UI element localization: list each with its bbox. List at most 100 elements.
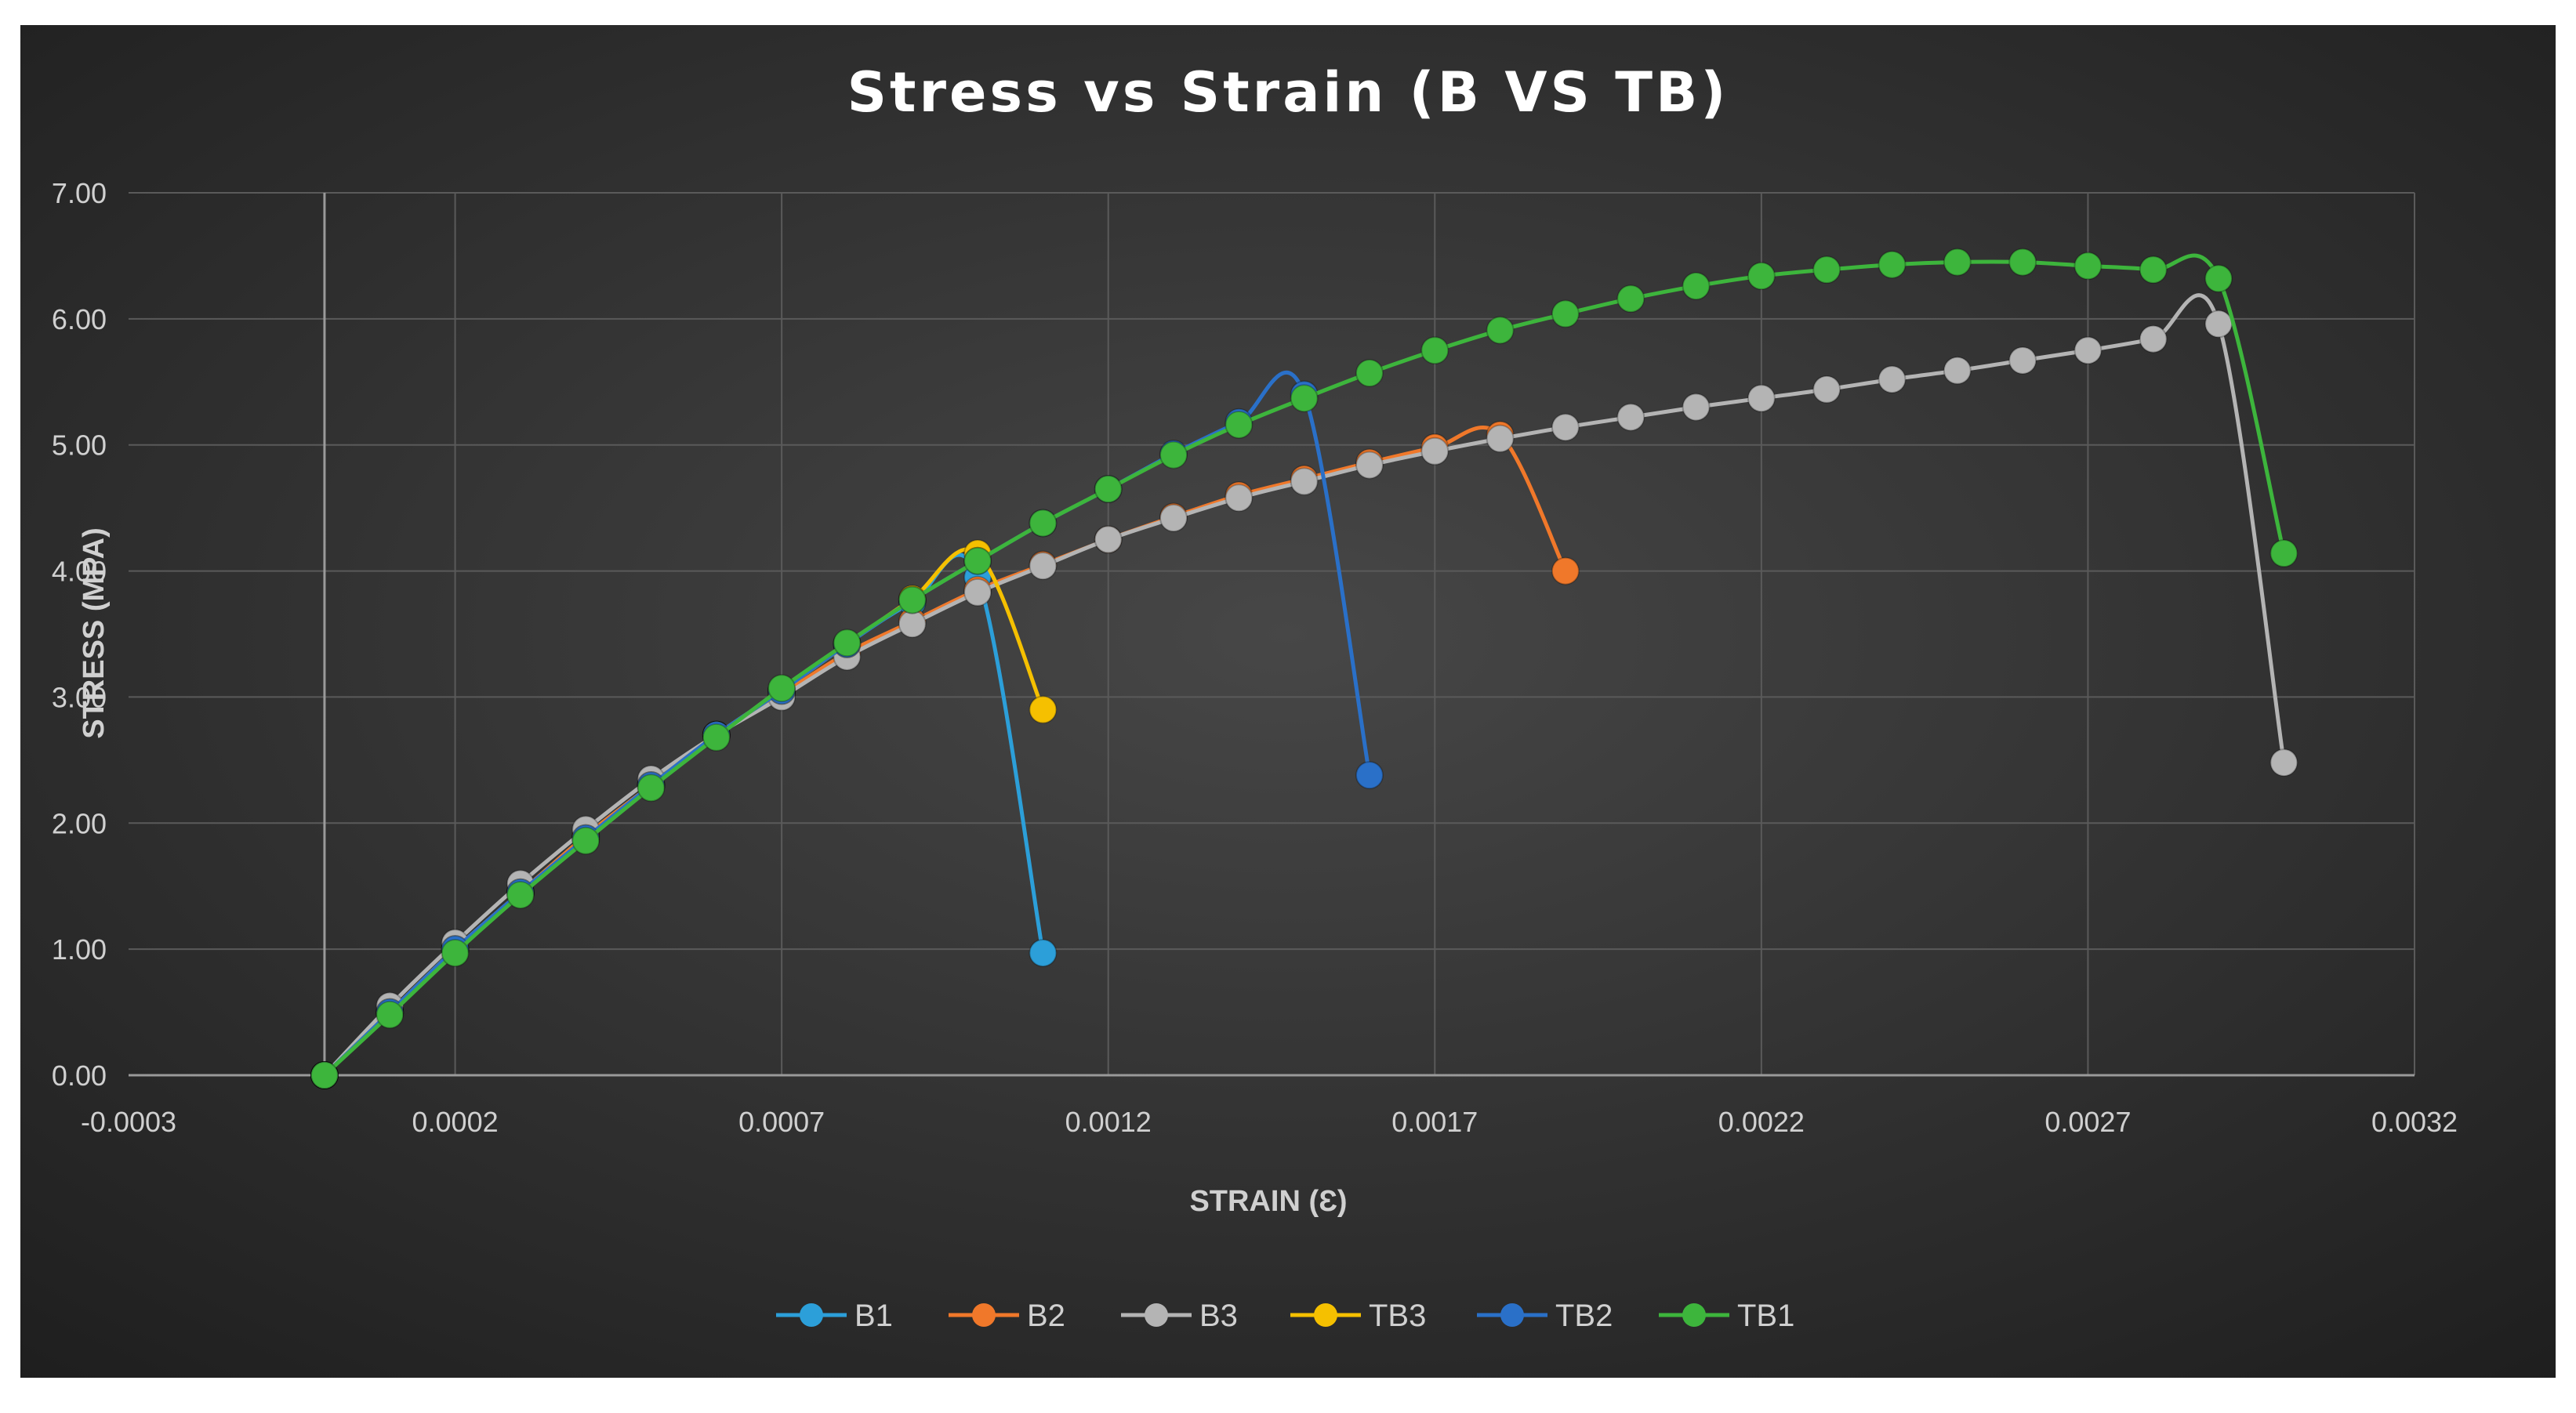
legend-item-b2[interactable]: B2 (949, 1299, 1065, 1333)
data-point-tb1 (637, 774, 666, 803)
data-point-tb1 (833, 629, 862, 658)
x-tick-label: 0.0017 (1391, 1106, 1478, 1138)
x-tick-label: 0.0032 (2371, 1106, 2458, 1138)
data-point-tb1 (571, 826, 600, 855)
y-axis-title: STRESS (MPA) (78, 527, 111, 739)
data-point-tb1 (2139, 255, 2168, 284)
data-point-tb1 (310, 1061, 339, 1089)
data-point-tb1 (1290, 384, 1319, 413)
legend-label: TB3 (1369, 1299, 1426, 1333)
data-point-tb1 (506, 880, 535, 909)
x-tick-label: 0.0027 (2044, 1106, 2131, 1138)
data-point-tb1 (1616, 284, 1645, 313)
chart-frame: Stress vs Strain (B VS TB) 0.00 1.00 2.00 3… (20, 25, 2556, 1378)
y-tick-label: 3.00 (52, 681, 107, 713)
data-point-tb1 (898, 585, 927, 614)
data-point-b3 (2073, 336, 2103, 365)
x-tick-label: 0.0022 (1718, 1106, 1805, 1138)
series-tb1 (310, 248, 2298, 1089)
data-point-b3 (2139, 324, 2168, 353)
data-point-tb1 (1420, 336, 1449, 365)
data-point-tb1 (2269, 539, 2298, 568)
data-point-b3 (2204, 310, 2233, 339)
chart-background (20, 25, 2556, 1378)
x-tick-label: 0.0002 (412, 1106, 499, 1138)
data-point-b3 (1812, 375, 1841, 404)
legend-label: B1 (854, 1299, 893, 1333)
y-tick-label: 1.00 (52, 933, 107, 966)
data-point-b3 (1355, 451, 1384, 480)
data-point-b3 (1943, 356, 1972, 385)
legend-marker-swatch (1682, 1303, 1706, 1327)
data-point-tb1 (1551, 299, 1580, 328)
legend-label: TB1 (1737, 1299, 1794, 1333)
legend-item-b1[interactable]: B1 (776, 1299, 893, 1333)
data-point-tb1 (2204, 264, 2233, 293)
legend-item-tb2[interactable]: TB2 (1477, 1299, 1613, 1333)
legend-label: B2 (1027, 1299, 1065, 1333)
axis-layer (129, 193, 2415, 1077)
data-point-b3 (1029, 552, 1058, 581)
data-point-tb3 (1029, 695, 1058, 724)
data-point-b3 (1420, 437, 1449, 466)
data-point-tb1 (1878, 250, 1907, 279)
data-point-b3 (898, 610, 927, 639)
data-point-b3 (1682, 393, 1711, 422)
data-point-tb1 (1355, 359, 1384, 388)
data-point-b3 (1094, 525, 1123, 554)
data-point-tb1 (767, 674, 796, 703)
data-point-b3 (1616, 403, 1645, 432)
legend: B1 B2 B3 TB3 TB2 TB1 (776, 1299, 1794, 1333)
legend-marker-swatch (1145, 1303, 1168, 1327)
chart-canvas: Stress vs Strain (B VS TB) 0.00 1.00 2.00 3… (20, 25, 2556, 1378)
data-point-tb1 (1943, 248, 1972, 277)
data-point-tb1 (1094, 475, 1123, 504)
legend-marker-swatch (1500, 1303, 1524, 1327)
data-point-b3 (1290, 467, 1319, 496)
data-point-tb1 (1747, 262, 1776, 291)
y-tick-label: 0.00 (52, 1060, 107, 1092)
y-tick-label: 2.00 (52, 807, 107, 839)
legend-label: B3 (1199, 1299, 1238, 1333)
data-point-b3 (963, 578, 992, 607)
y-tick-label: 5.00 (52, 429, 107, 462)
data-point-tb2 (1355, 761, 1384, 790)
series-layer (310, 248, 2298, 1089)
y-tick-label: 4.00 (52, 556, 107, 588)
legend-item-tb3[interactable]: TB3 (1290, 1299, 1426, 1333)
data-point-b3 (1225, 484, 1254, 513)
data-point-b3 (2008, 346, 2037, 375)
data-point-b3 (2269, 748, 2298, 777)
data-point-b3 (1159, 504, 1188, 533)
legend-item-b3[interactable]: B3 (1121, 1299, 1238, 1333)
legend-marker-swatch (1314, 1303, 1337, 1327)
data-point-b3 (1747, 384, 1776, 413)
data-point-tb1 (441, 938, 470, 967)
data-point-b3 (1486, 424, 1515, 453)
data-point-tb1 (1486, 316, 1515, 345)
data-point-tb1 (2008, 248, 2037, 277)
x-tick-label: 0.0007 (738, 1106, 825, 1138)
data-point-b3 (1878, 365, 1907, 394)
y-tick-label: 6.00 (52, 303, 107, 335)
data-point-tb1 (1029, 509, 1058, 538)
data-point-b1 (1029, 938, 1058, 967)
data-point-tb1 (963, 546, 992, 575)
y-tick-label: 7.00 (52, 177, 107, 209)
data-point-b2 (1551, 556, 1580, 585)
legend-item-tb1[interactable]: TB1 (1659, 1299, 1794, 1333)
data-point-tb1 (1225, 410, 1254, 439)
legend-marker-swatch (800, 1303, 823, 1327)
data-point-tb1 (2073, 252, 2103, 281)
data-point-tb1 (376, 1000, 405, 1029)
data-point-tb1 (1682, 272, 1711, 301)
data-point-tb1 (1159, 440, 1188, 469)
x-axis-title: STRAIN (Ɛ) (1189, 1185, 1347, 1218)
x-tick-label: 0.0012 (1065, 1106, 1152, 1138)
ticks-layer: 0.00 1.00 2.00 3.00 4.00 5.00 6.00 7.00 -0.0003 0… (52, 177, 2458, 1138)
data-point-b3 (1551, 413, 1580, 442)
x-tick-label: -0.0003 (81, 1106, 176, 1138)
chart-title: Stress vs Strain (B VS TB) (847, 60, 1729, 125)
data-point-tb1 (1812, 255, 1841, 284)
data-point-tb1 (702, 723, 731, 752)
